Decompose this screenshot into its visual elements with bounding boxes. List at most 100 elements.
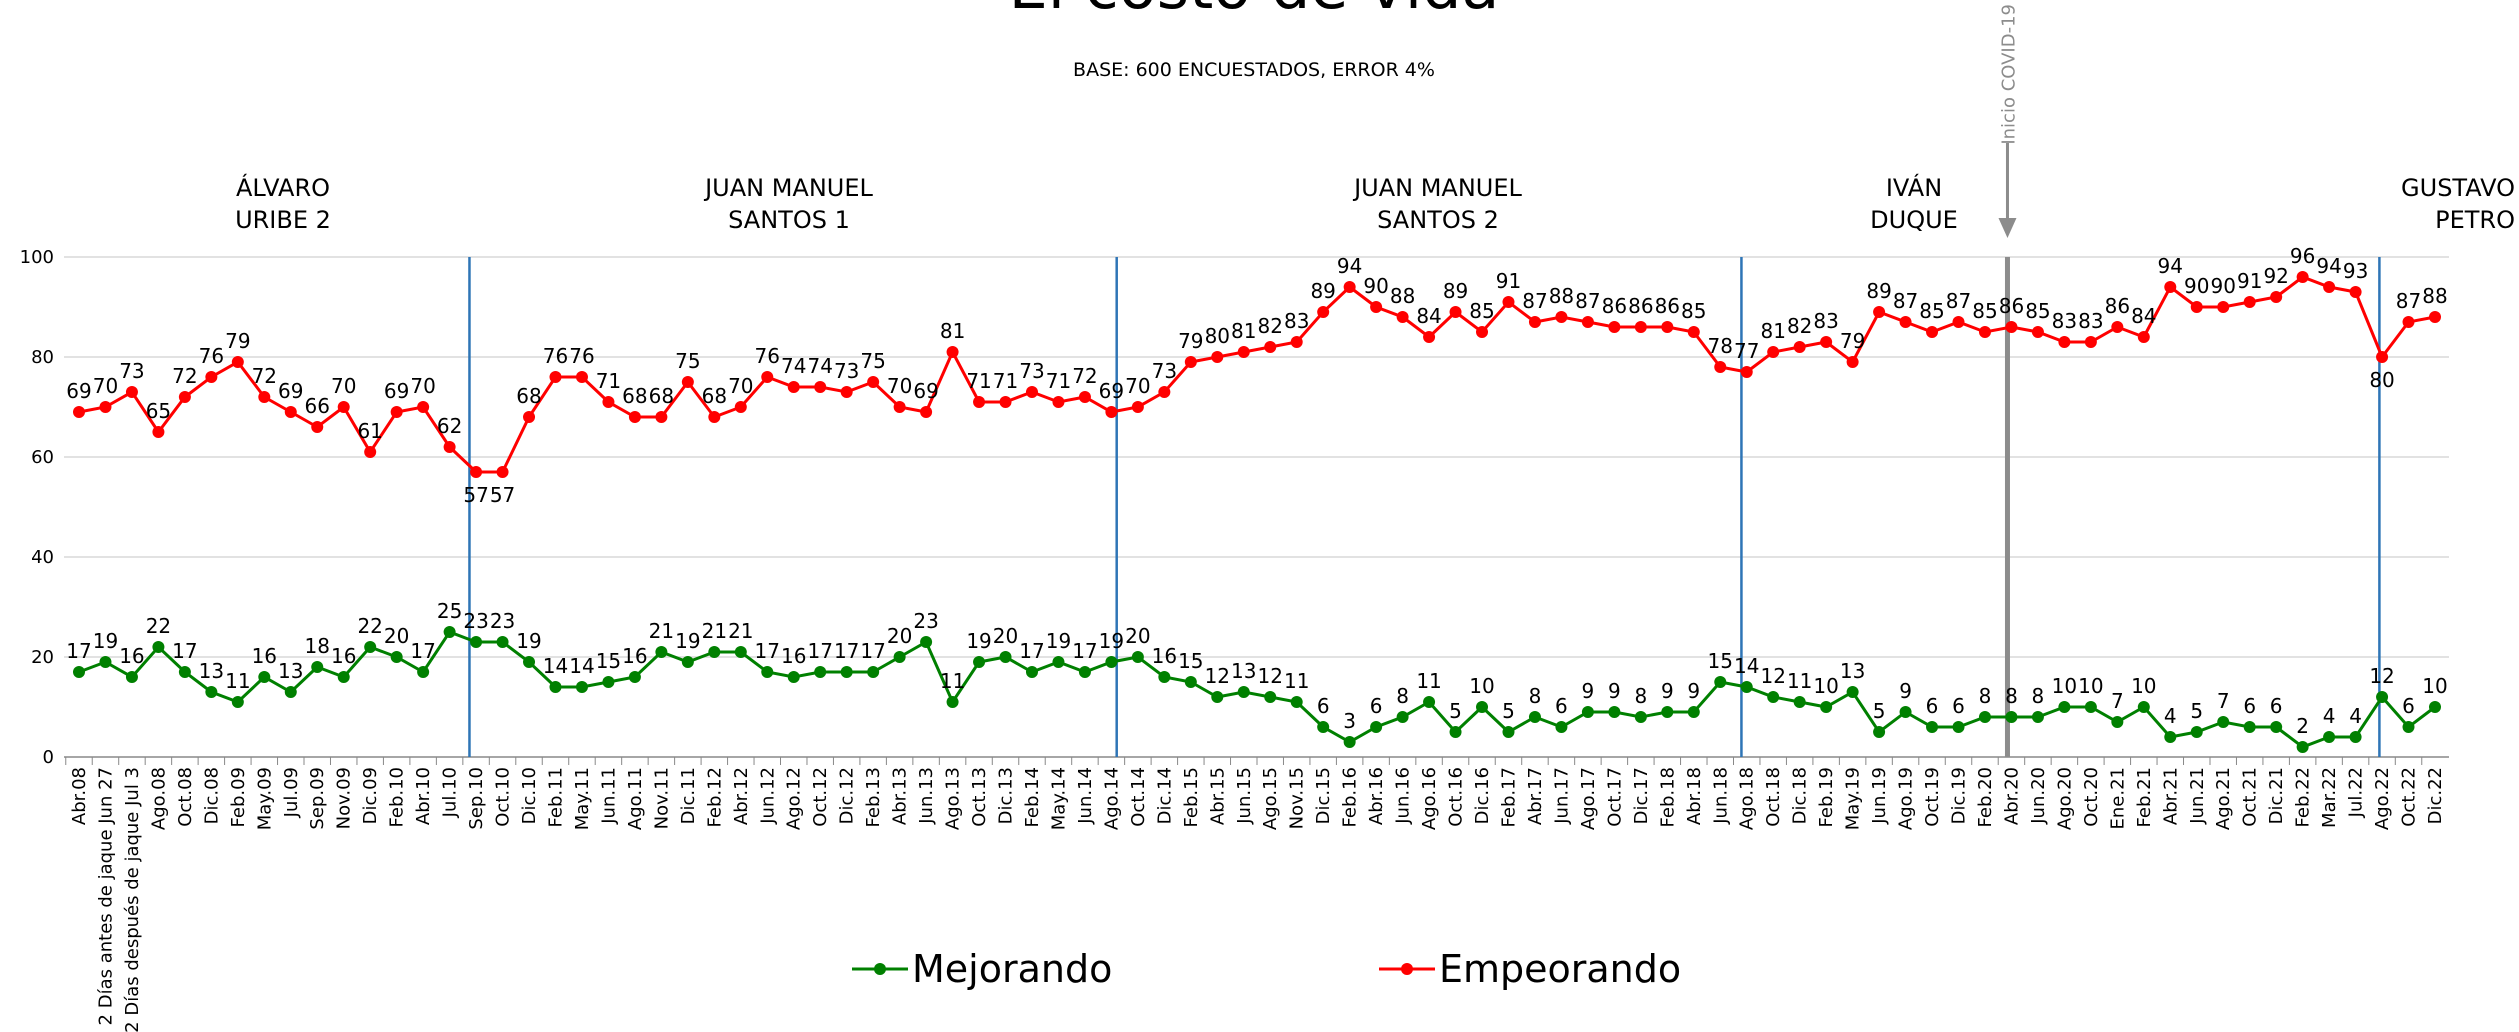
point bbox=[2005, 321, 2018, 333]
data-label: 94 bbox=[2158, 254, 2183, 278]
data-label: 69 bbox=[66, 379, 91, 403]
data-label: 85 bbox=[1972, 299, 1997, 323]
data-label: 85 bbox=[1681, 299, 1706, 323]
point bbox=[1237, 686, 1250, 698]
data-label: 11 bbox=[225, 669, 250, 693]
x-tick-label: Feb.16 bbox=[1340, 767, 1361, 828]
data-label: 88 bbox=[1549, 284, 1574, 308]
x-tick-label: Feb.09 bbox=[228, 767, 249, 828]
data-label: 85 bbox=[1469, 299, 1494, 323]
data-label: 10 bbox=[1469, 674, 1494, 698]
x-tick-label: Abr.10 bbox=[413, 767, 434, 825]
data-label: 72 bbox=[172, 364, 197, 388]
point bbox=[1343, 281, 1356, 293]
x-tick-label: Oct.16 bbox=[1446, 767, 1467, 827]
point bbox=[496, 466, 509, 478]
data-label: 16 bbox=[331, 644, 356, 668]
data-label: 68 bbox=[702, 384, 727, 408]
point bbox=[417, 401, 430, 413]
data-label: 18 bbox=[305, 634, 330, 658]
data-label: 72 bbox=[1072, 364, 1097, 388]
data-label: 81 bbox=[940, 319, 965, 343]
x-tick-label: Jun.15 bbox=[1234, 767, 1255, 825]
point bbox=[1634, 321, 1647, 333]
data-label: 80 bbox=[1205, 324, 1230, 348]
x-tick-label: Feb.14 bbox=[1022, 767, 1043, 828]
period-label: JUAN MANUEL bbox=[703, 174, 873, 202]
point bbox=[920, 406, 933, 418]
point bbox=[152, 641, 165, 653]
data-label: 14 bbox=[569, 654, 594, 678]
data-label: 6 bbox=[1555, 694, 1568, 718]
point bbox=[523, 411, 536, 423]
point bbox=[1714, 676, 1727, 688]
point bbox=[2349, 731, 2362, 743]
x-tick-label: Jun.12 bbox=[757, 767, 778, 825]
data-label: 84 bbox=[1416, 304, 1441, 328]
point bbox=[893, 651, 906, 663]
data-label: 13 bbox=[199, 659, 224, 683]
point bbox=[1396, 311, 1409, 323]
period-label: PETRO bbox=[2435, 206, 2515, 234]
point bbox=[2402, 721, 2415, 733]
point bbox=[2429, 701, 2441, 713]
data-label: 14 bbox=[543, 654, 568, 678]
data-label: 6 bbox=[2270, 694, 2283, 718]
data-label: 86 bbox=[2105, 294, 2130, 318]
x-tick-label: Nov.15 bbox=[1287, 767, 1308, 829]
x-tick-label: Ago.16 bbox=[1419, 767, 1440, 830]
data-label: 68 bbox=[516, 384, 541, 408]
point bbox=[1423, 331, 1436, 343]
point bbox=[973, 656, 986, 668]
x-tick-label: Ago.08 bbox=[148, 767, 169, 830]
data-label: 87 bbox=[1946, 289, 1971, 313]
point bbox=[284, 406, 297, 418]
data-label: 70 bbox=[887, 374, 912, 398]
point bbox=[973, 396, 986, 408]
data-label: 85 bbox=[2025, 299, 2050, 323]
point bbox=[73, 406, 85, 418]
x-tick-label: Oct.12 bbox=[810, 767, 831, 827]
x-tick-label: Feb.22 bbox=[2293, 767, 2314, 828]
data-label: 11 bbox=[1284, 669, 1309, 693]
chart-title: El costo de vida bbox=[1009, 0, 1500, 23]
data-label: 17 bbox=[1072, 639, 1097, 663]
point bbox=[1978, 711, 1991, 723]
data-label: 16 bbox=[252, 644, 277, 668]
data-label: 14 bbox=[1734, 654, 1759, 678]
data-label: 10 bbox=[1813, 674, 1838, 698]
data-label: 9 bbox=[1899, 679, 1912, 703]
data-label: 87 bbox=[1575, 289, 1600, 313]
data-label: 15 bbox=[596, 649, 621, 673]
point bbox=[1449, 726, 1462, 738]
point bbox=[1078, 391, 1091, 403]
point bbox=[1714, 361, 1727, 373]
data-label: 12 bbox=[2369, 664, 2394, 688]
point bbox=[1025, 386, 1038, 398]
point bbox=[1528, 316, 1541, 328]
x-tick-label: May.19 bbox=[1843, 767, 1864, 830]
data-label: 75 bbox=[675, 349, 700, 373]
data-label: 6 bbox=[1370, 694, 1383, 718]
point bbox=[655, 646, 668, 658]
point bbox=[470, 466, 483, 478]
point bbox=[178, 666, 191, 678]
point bbox=[152, 426, 165, 438]
x-tick-label: Abr.17 bbox=[1525, 767, 1546, 825]
data-label: 10 bbox=[2078, 674, 2103, 698]
data-label: 94 bbox=[1337, 254, 1362, 278]
point bbox=[1502, 726, 1515, 738]
data-label: 76 bbox=[199, 344, 224, 368]
data-label: 23 bbox=[490, 609, 515, 633]
data-label: 5 bbox=[1873, 699, 1886, 723]
point bbox=[1025, 666, 1038, 678]
period-label: SANTOS 1 bbox=[728, 206, 850, 234]
point bbox=[2243, 296, 2256, 308]
data-label: 65 bbox=[146, 399, 171, 423]
x-tick-label: Abr.13 bbox=[890, 767, 911, 825]
x-tick-label: Feb.13 bbox=[863, 767, 884, 828]
data-label: 66 bbox=[305, 394, 330, 418]
period-label: GUSTAVO bbox=[2401, 174, 2515, 202]
point bbox=[1926, 721, 1939, 733]
data-label: 9 bbox=[1687, 679, 1700, 703]
